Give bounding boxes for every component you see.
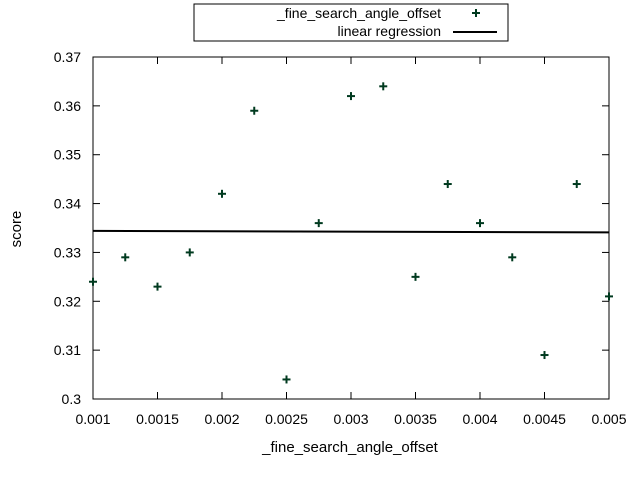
x-tick-label: 0.0045 bbox=[523, 411, 566, 427]
data-point bbox=[476, 219, 484, 228]
x-tick-label: 0.002 bbox=[204, 411, 239, 427]
data-point bbox=[443, 180, 452, 189]
legend-plus-glyph bbox=[472, 9, 480, 17]
x-axis-label: _fine_search_angle_offset bbox=[261, 439, 439, 456]
x-axis-ticks: 0.001 0.0015 0.002 0.0025 0.003 0.0035 0.004 0.… bbox=[75, 57, 627, 427]
legend-label-points: _fine_search_angle_offset bbox=[276, 5, 441, 21]
data-point bbox=[411, 272, 420, 281]
y-tick-label: 0.32 bbox=[54, 293, 81, 309]
plot-area-frame bbox=[92, 56, 610, 400]
data-point bbox=[218, 189, 226, 198]
data-point bbox=[89, 277, 97, 286]
legend: _fine_search_angle_offset linear regress… bbox=[193, 3, 509, 42]
regression-line bbox=[92, 229, 610, 234]
data-point bbox=[314, 219, 323, 228]
y-tick-label: 0.3 bbox=[62, 391, 82, 407]
data-point bbox=[153, 282, 162, 291]
x-tick-label: 0.003 bbox=[333, 411, 368, 427]
x-tick-label: 0.0035 bbox=[394, 411, 437, 427]
y-tick-label: 0.34 bbox=[54, 196, 81, 212]
data-point bbox=[282, 375, 291, 384]
x-tick-label: 0.005 bbox=[591, 411, 626, 427]
series-layer bbox=[89, 82, 613, 384]
x-tick-label: 0.0025 bbox=[265, 411, 308, 427]
data-point bbox=[508, 253, 517, 262]
data-point bbox=[379, 82, 388, 91]
legend-label-regression: linear regression bbox=[338, 23, 442, 39]
x-tick-label: 0.004 bbox=[462, 411, 497, 427]
x-tick-label: 0.001 bbox=[75, 411, 110, 427]
y-tick-label: 0.31 bbox=[54, 342, 81, 358]
y-axis-ticks: 0.3 0.31 0.32 0.33 0.34 0.35 0.36 0.37 bbox=[54, 49, 609, 407]
legend-box bbox=[193, 3, 509, 42]
legend-plus-marker bbox=[472, 9, 480, 17]
data-point bbox=[185, 248, 194, 257]
y-tick-label: 0.35 bbox=[54, 147, 81, 163]
data-point bbox=[250, 106, 259, 115]
x-tick-label: 0.0015 bbox=[136, 411, 179, 427]
data-point bbox=[540, 351, 549, 360]
data-point bbox=[572, 180, 581, 189]
data-point bbox=[121, 253, 130, 262]
y-axis-label: score bbox=[8, 211, 25, 248]
y-tick-label: 0.37 bbox=[54, 49, 81, 65]
y-tick-label: 0.36 bbox=[54, 98, 81, 114]
y-tick-label: 0.33 bbox=[54, 244, 81, 260]
data-point bbox=[347, 92, 355, 101]
data-point bbox=[605, 292, 613, 301]
